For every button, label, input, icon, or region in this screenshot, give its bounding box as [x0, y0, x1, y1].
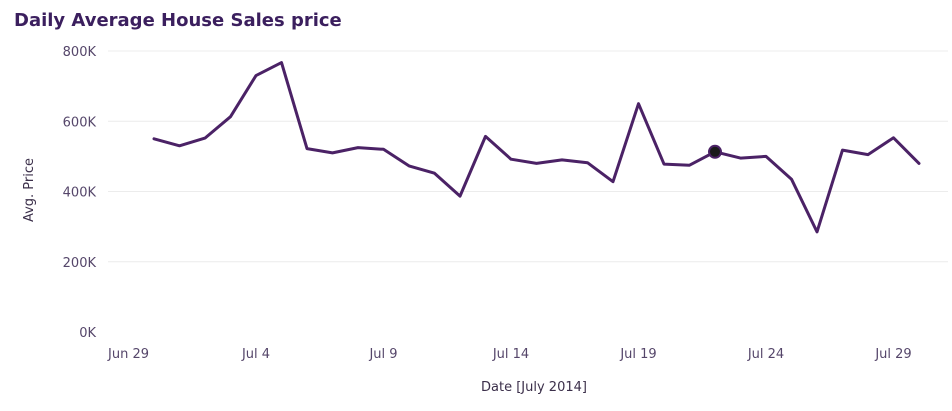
x-axis-title: Date [July 2014]: [481, 380, 587, 395]
data-point[interactable]: [839, 146, 847, 154]
data-point[interactable]: [278, 59, 286, 67]
data-point[interactable]: [635, 100, 643, 108]
data-point[interactable]: [737, 154, 745, 162]
y-tick-label: 400K: [63, 186, 97, 201]
x-tick-label: Jul 14: [492, 347, 529, 362]
data-point[interactable]: [227, 113, 235, 121]
chart-title: Daily Average House Sales price: [14, 10, 342, 31]
x-tick-label: Jun 29: [107, 347, 149, 362]
data-point[interactable]: [558, 156, 566, 164]
data-point[interactable]: [201, 134, 209, 142]
data-point[interactable]: [762, 152, 770, 160]
data-point[interactable]: [660, 160, 668, 168]
y-tick-label: 200K: [63, 256, 97, 271]
data-point[interactable]: [405, 162, 413, 170]
data-point[interactable]: [176, 142, 184, 150]
y-tick-label: 800K: [63, 45, 97, 60]
x-tick-label: Jul 19: [619, 347, 656, 362]
data-point[interactable]: [890, 134, 898, 142]
data-point[interactable]: [584, 159, 592, 167]
data-point[interactable]: [354, 144, 362, 152]
data-point[interactable]: [533, 159, 541, 167]
y-tick-label: 0K: [79, 326, 96, 341]
data-point[interactable]: [380, 145, 388, 153]
data-point[interactable]: [303, 145, 311, 153]
x-tick-label: Jul 29: [874, 347, 911, 362]
series-line: [152, 61, 921, 234]
data-point[interactable]: [813, 228, 821, 236]
data-point[interactable]: [482, 132, 490, 140]
data-point[interactable]: [609, 178, 617, 186]
x-axis-ticks: Jun 29 Jul 4 Jul 9 Jul 14 Jul 19 Jul 24 Jul 29: [107, 347, 912, 362]
y-axis-title: Avg. Price: [22, 158, 37, 222]
gridlines: [108, 50, 948, 333]
data-point[interactable]: [507, 155, 515, 163]
x-tick-label: Jul 24: [747, 347, 784, 362]
data-point[interactable]: [456, 192, 464, 200]
data-point[interactable]: [915, 159, 923, 167]
y-tick-label: 600K: [63, 115, 97, 130]
data-point[interactable]: [864, 151, 872, 159]
x-tick-label: Jul 4: [241, 347, 270, 362]
x-tick-label: Jul 9: [368, 347, 397, 362]
data-point[interactable]: [252, 72, 260, 80]
y-axis-ticks: 0K 200K 400K 600K 800K: [63, 45, 97, 341]
data-point[interactable]: [686, 161, 694, 169]
data-point[interactable]: [431, 169, 439, 177]
data-point[interactable]: [150, 135, 158, 143]
highlighted-point-marker[interactable]: [708, 144, 722, 159]
data-point[interactable]: [788, 175, 796, 183]
data-point[interactable]: [329, 149, 337, 157]
